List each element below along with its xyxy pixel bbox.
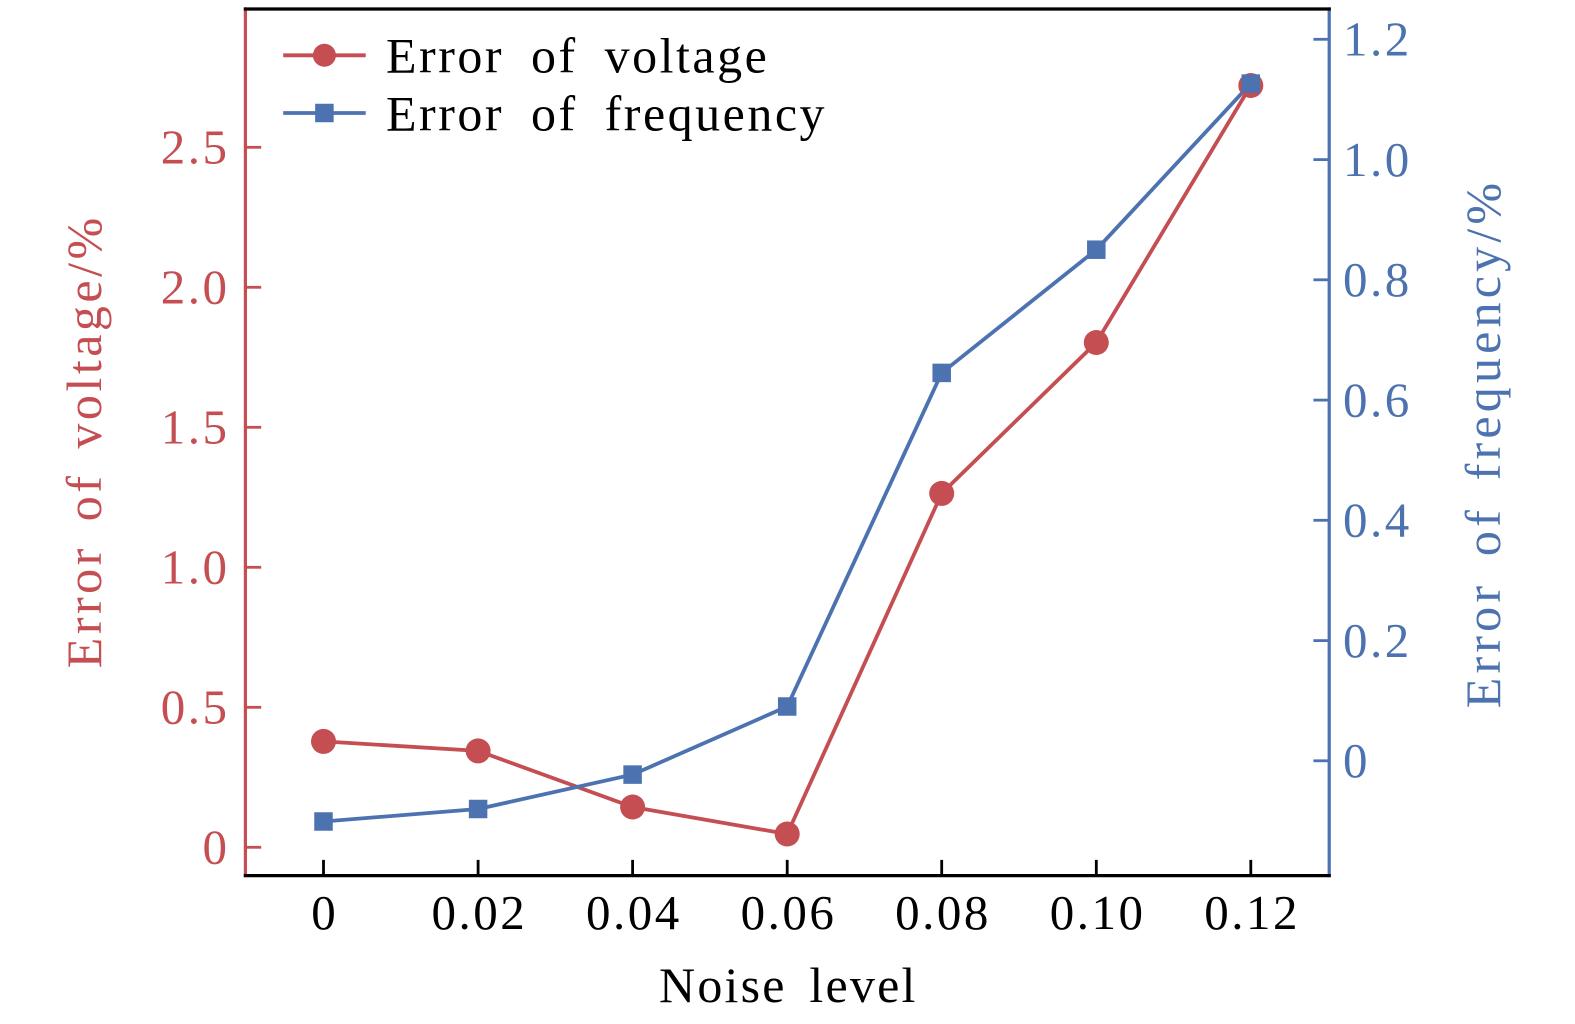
svg-text:0.4: 0.4	[1343, 493, 1412, 548]
svg-text:1.0: 1.0	[161, 540, 230, 595]
svg-text:1.5: 1.5	[161, 400, 230, 455]
svg-text:0.8: 0.8	[1343, 252, 1412, 307]
svg-text:0.08: 0.08	[895, 885, 991, 940]
svg-text:0: 0	[311, 885, 338, 940]
svg-text:0.6: 0.6	[1343, 372, 1412, 427]
svg-text:Error of frequency/%: Error of frequency/%	[1455, 179, 1511, 709]
svg-text:0.2: 0.2	[1343, 613, 1412, 668]
svg-text:0.10: 0.10	[1050, 885, 1146, 940]
svg-text:Noise level: Noise level	[659, 957, 918, 1013]
svg-text:Error of frequency: Error of frequency	[386, 86, 827, 142]
svg-text:1.2: 1.2	[1343, 12, 1412, 67]
svg-text:1.0: 1.0	[1343, 132, 1412, 187]
svg-text:0: 0	[203, 820, 230, 875]
svg-text:0.5: 0.5	[161, 680, 230, 735]
svg-text:0.06: 0.06	[741, 885, 837, 940]
svg-text:0: 0	[1343, 733, 1370, 788]
svg-text:2.5: 2.5	[161, 120, 230, 175]
svg-text:Error of voltage/%: Error of voltage/%	[56, 214, 112, 668]
svg-text:0.12: 0.12	[1204, 885, 1300, 940]
svg-text:0.04: 0.04	[586, 885, 682, 940]
svg-text:0.02: 0.02	[432, 885, 528, 940]
svg-text:2.0: 2.0	[161, 260, 230, 315]
svg-text:Error of voltage: Error of voltage	[386, 28, 769, 84]
